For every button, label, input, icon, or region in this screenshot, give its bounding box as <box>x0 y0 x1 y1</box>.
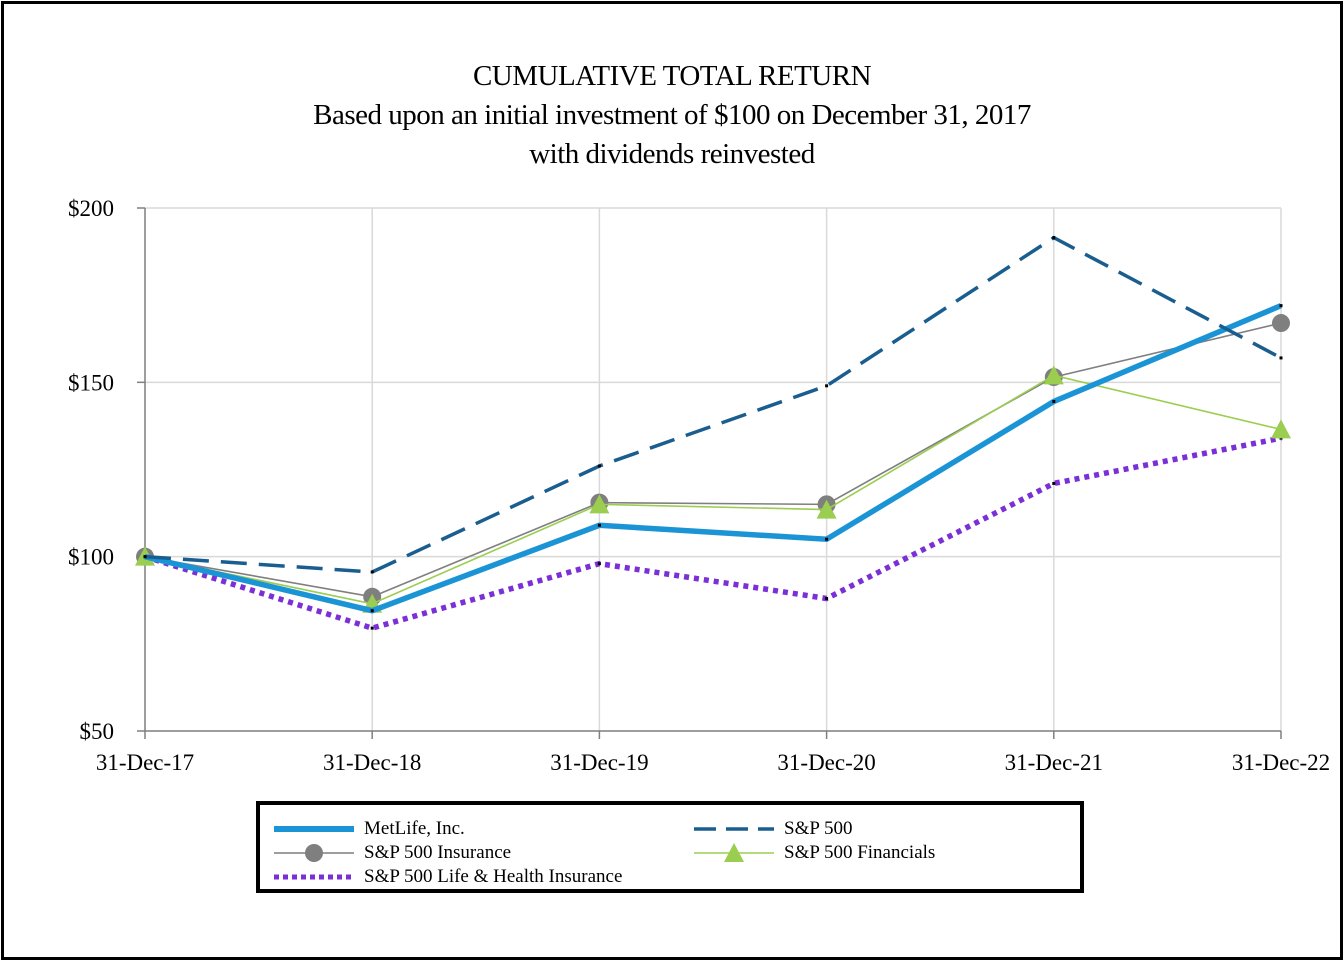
legend-swatch-sp500-life-health <box>274 874 354 880</box>
legend-swatch-metlife <box>274 826 354 832</box>
y-tick-label: $150 <box>68 370 114 395</box>
data-point-marker <box>597 464 601 468</box>
legend-label: S&P 500 Insurance <box>364 842 512 863</box>
legend-label: S&P 500 <box>784 818 853 839</box>
x-tick-label: 31-Dec-17 <box>96 750 194 775</box>
data-point-marker <box>597 523 601 527</box>
data-point-marker <box>597 562 601 566</box>
x-tick-label: 31-Dec-20 <box>777 750 875 775</box>
data-point-marker <box>1052 400 1056 404</box>
data-point-marker <box>1052 481 1056 485</box>
y-tick-label: $100 <box>68 545 114 570</box>
data-point-marker <box>370 609 374 613</box>
x-tick-label: 31-Dec-22 <box>1232 750 1330 775</box>
data-point-triangle <box>589 494 610 514</box>
series-line-s-p-500-insurance <box>144 322 1282 598</box>
data-point-triangle <box>1043 365 1064 385</box>
data-point-marker <box>825 537 829 541</box>
data-point-marker <box>1052 236 1056 240</box>
legend-item-sp500-insurance: S&P 500 Insurance <box>274 841 511 865</box>
chart-subtitle-line-1: Based upon an initial investment of $100… <box>313 99 1031 131</box>
x-tick-label: 31-Dec-19 <box>550 750 648 775</box>
x-tick-label: 31-Dec-18 <box>323 750 421 775</box>
legend-item-sp500-life-health: S&P 500 Life & Health Insurance <box>274 865 622 889</box>
series-line-s-p-500 <box>144 235 1282 574</box>
series-line-metlife-inc- <box>144 303 1283 614</box>
legend-item-metlife: MetLife, Inc. <box>274 817 465 841</box>
legend-swatch-sp500-financials <box>694 843 774 862</box>
legend: MetLife, Inc. S&P 500 S&P 500 Insurance … <box>256 801 1084 893</box>
data-point-marker <box>825 597 829 601</box>
data-point-circle <box>1272 314 1290 333</box>
legend-label: S&P 500 Financials <box>784 842 936 863</box>
legend-label: MetLife, Inc. <box>364 818 465 839</box>
data-point-marker <box>370 626 374 630</box>
data-point-marker <box>370 570 374 574</box>
data-point-marker <box>825 384 829 388</box>
y-tick-label: $50 <box>80 719 115 744</box>
y-tick-label: $200 <box>68 196 114 221</box>
legend-swatch-sp500-insurance <box>274 844 354 862</box>
legend-swatch-sp500 <box>694 827 774 831</box>
data-point-marker <box>1279 356 1283 360</box>
legend-item-sp500-financials: S&P 500 Financials <box>694 841 935 865</box>
data-point-triangle <box>816 499 837 519</box>
chart-subtitle-line-2: with dividends reinvested <box>529 138 815 170</box>
x-tick-label: 31-Dec-21 <box>1005 750 1103 775</box>
legend-item-sp500: S&P 500 <box>694 817 852 841</box>
data-point-marker <box>143 555 147 559</box>
legend-label: S&P 500 Life & Health Insurance <box>364 866 623 887</box>
data-point-triangle <box>1271 419 1291 439</box>
data-point-marker <box>1279 304 1283 308</box>
chart-title: CUMULATIVE TOTAL RETURN <box>472 60 872 92</box>
